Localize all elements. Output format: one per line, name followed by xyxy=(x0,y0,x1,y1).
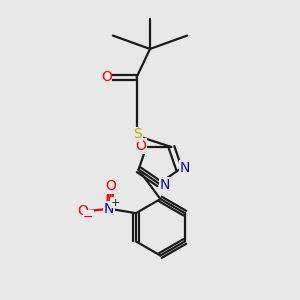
Text: O: O xyxy=(101,70,112,84)
Text: S: S xyxy=(133,127,142,141)
Text: N: N xyxy=(180,161,190,175)
Text: N: N xyxy=(160,178,170,192)
Text: O: O xyxy=(136,139,146,153)
Text: −: − xyxy=(83,211,94,224)
Text: O: O xyxy=(105,179,116,194)
Text: O: O xyxy=(77,204,88,218)
Text: N: N xyxy=(104,202,114,216)
Text: +: + xyxy=(110,198,120,208)
